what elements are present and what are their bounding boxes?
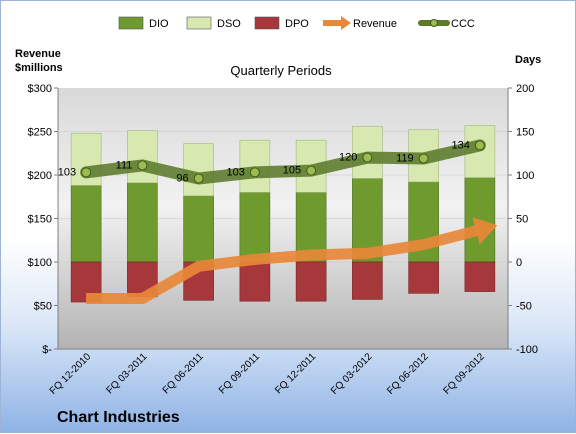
legend-label-ccc: CCC — [451, 18, 475, 30]
ccc-line — [80, 139, 486, 185]
revenue-arrowhead — [472, 217, 498, 245]
bar-dio — [70, 185, 102, 263]
category-label: FQ 12-2010 — [48, 351, 94, 397]
ccc-point — [306, 165, 317, 176]
legend: DIO DSO DPO Revenue CCC — [118, 16, 475, 30]
category-label: FQ 06-2012 — [385, 351, 431, 397]
ccc-point — [81, 167, 92, 178]
bar-dpo — [239, 261, 271, 302]
legend-swatch-dpo — [254, 16, 280, 30]
bar-dpo — [352, 261, 383, 300]
left-axis-label-line1: Revenue — [15, 48, 61, 60]
ccc-point — [474, 140, 485, 151]
ccc-data-label: 120 — [339, 152, 357, 164]
right-tick-label: 200 — [516, 83, 534, 95]
right-tick-label: 0 — [516, 257, 522, 269]
company-name: Chart Industries — [57, 409, 180, 426]
right-tick-label: 150 — [516, 127, 534, 139]
bar-dio — [183, 195, 214, 263]
left-tick-label: $50 — [34, 301, 52, 313]
bar-dio — [127, 182, 158, 263]
category-label: FQ 09-2011 — [217, 351, 262, 396]
right-tick-label: -100 — [516, 344, 538, 356]
legend-swatch-revenue-arrowhead — [341, 16, 351, 30]
legend-label-dso: DSO — [217, 18, 241, 30]
bar-dpo — [464, 261, 496, 292]
category-label: FQ 06-2011 — [161, 351, 206, 396]
bar-dio — [239, 192, 271, 263]
left-tick-label: $150 — [28, 214, 52, 226]
legend-swatch-ccc-dot — [430, 19, 438, 27]
category-label: FQ 09-2012 — [441, 351, 487, 397]
left-tick-label: $300 — [28, 83, 52, 95]
legend-label-dio: DIO — [149, 18, 169, 30]
plot-title: Quarterly Periods — [230, 63, 332, 78]
ccc-data-label: 103 — [58, 166, 76, 178]
left-tick-label: $250 — [28, 127, 52, 139]
left-axis-label-line2: $millions — [15, 62, 63, 74]
bar-dpo — [408, 261, 439, 294]
ccc-data-label: 105 — [283, 165, 301, 177]
ccc-data-label: 111 — [116, 159, 133, 171]
category-label: FQ 03-2012 — [329, 351, 375, 397]
ccc-data-label: 119 — [396, 152, 414, 164]
ccc-point — [137, 160, 148, 171]
bar-dso — [127, 130, 158, 184]
right-axis-label: Days — [515, 54, 541, 66]
ccc-point — [249, 167, 260, 178]
ccc-point — [418, 153, 429, 164]
left-tick-label: $100 — [28, 257, 52, 269]
right-tick-label: 50 — [516, 214, 528, 226]
legend-label-dpo: DPO — [285, 18, 309, 30]
revenue-line — [86, 224, 482, 305]
right-tick-label: 100 — [516, 170, 534, 182]
ccc-point — [362, 152, 373, 163]
legend-swatch-dso — [186, 16, 212, 30]
ccc-data-label: 103 — [227, 166, 245, 178]
legend-swatch-dio — [118, 16, 144, 30]
right-tick-label: -50 — [516, 301, 532, 313]
category-label: FQ 12-2011 — [273, 351, 318, 396]
ccc-point — [193, 173, 204, 184]
bar-dso — [183, 143, 214, 197]
ccc-data-label: 96 — [176, 172, 188, 184]
left-tick-label: $200 — [28, 170, 52, 182]
bar-dpo — [295, 261, 327, 302]
ccc-data-label: 134 — [452, 139, 470, 151]
category-label: FQ 03-2011 — [105, 351, 150, 396]
legend-label-revenue: Revenue — [353, 18, 397, 30]
left-tick-label: $- — [42, 344, 52, 356]
